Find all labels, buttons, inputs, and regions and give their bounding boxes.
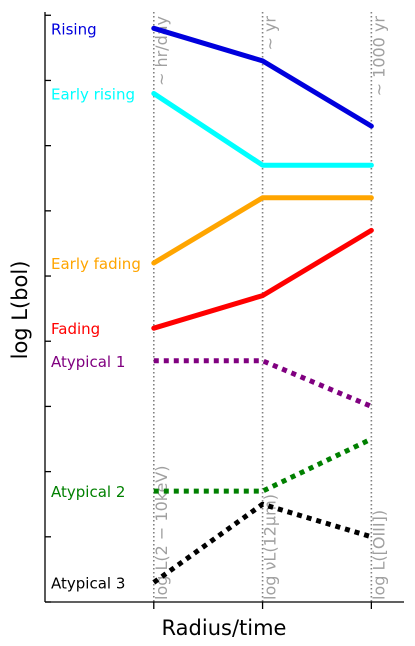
- y-axis-label: log L(bol): [8, 261, 32, 360]
- series-label-4: Atypical 1: [51, 353, 125, 371]
- series-label-0: Rising: [51, 20, 97, 38]
- marker-top-label-2: ~ 1000 yr: [369, 16, 388, 97]
- series-line-6: [152, 501, 373, 585]
- series-line-2: [151, 195, 374, 266]
- marker-top-label-1: ~ yr: [261, 16, 280, 51]
- series-label-2: Early fading: [51, 255, 141, 273]
- x-axis-label: Radius/time: [162, 616, 287, 640]
- marker-bottom-label-0: log L(2 − 10keV): [152, 466, 171, 600]
- series-label-6: Atypical 3: [51, 574, 125, 592]
- series-label-1: Early rising: [51, 85, 135, 103]
- axes: [44, 12, 404, 609]
- series-lines: [151, 25, 374, 585]
- series-line-0: [151, 25, 374, 129]
- series-line-3: [151, 227, 374, 331]
- series-line-4: [153, 358, 373, 409]
- marker-bottom-label-2: log L([OIII]): [369, 510, 388, 600]
- series-line-1: [151, 90, 374, 168]
- series-labels: Rising Early rising Early fading Fading Atyp…: [51, 20, 141, 592]
- series-label-5: Atypical 2: [51, 483, 125, 501]
- series-label-3: Fading: [51, 320, 100, 338]
- marker-bottom-label-1: log νL(12μm): [261, 494, 280, 600]
